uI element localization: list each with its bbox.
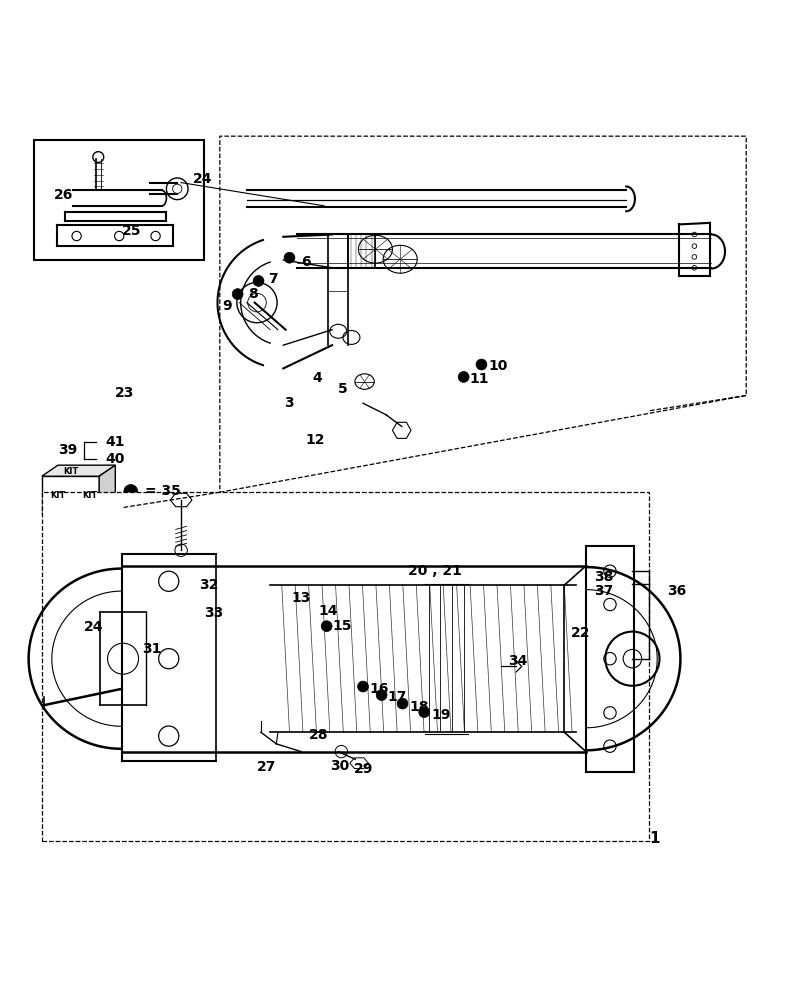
Polygon shape (42, 476, 99, 515)
Text: 15: 15 (332, 619, 351, 633)
Circle shape (476, 359, 487, 370)
Text: 20 , 21: 20 , 21 (408, 564, 462, 578)
Text: 30: 30 (330, 759, 350, 773)
Text: 38: 38 (593, 570, 613, 584)
Text: 11: 11 (470, 372, 489, 386)
Text: 12: 12 (305, 433, 325, 447)
Text: KIT: KIT (50, 491, 65, 500)
Text: 16: 16 (370, 682, 388, 696)
Text: 28: 28 (309, 728, 329, 742)
Circle shape (418, 707, 429, 718)
Text: 39: 39 (58, 443, 77, 457)
Text: 3: 3 (284, 396, 294, 410)
Text: 32: 32 (199, 578, 218, 592)
Text: 40: 40 (106, 452, 125, 466)
Text: 31: 31 (143, 642, 162, 656)
Text: KIT: KIT (63, 467, 78, 476)
Text: 4: 4 (313, 371, 322, 385)
Polygon shape (42, 492, 649, 841)
Text: 22: 22 (571, 626, 590, 640)
Text: 9: 9 (222, 299, 232, 313)
Circle shape (397, 698, 408, 709)
Polygon shape (170, 493, 192, 507)
Polygon shape (34, 140, 204, 260)
Text: KIT: KIT (82, 491, 97, 500)
Text: 26: 26 (54, 188, 72, 202)
Circle shape (253, 276, 264, 286)
Text: 13: 13 (292, 591, 311, 605)
Text: 37: 37 (593, 584, 613, 598)
Text: 7: 7 (269, 272, 278, 286)
Polygon shape (350, 758, 369, 769)
Circle shape (459, 371, 469, 382)
Text: 14: 14 (318, 604, 337, 618)
Text: 41: 41 (106, 435, 125, 449)
Text: = 35: = 35 (145, 484, 180, 498)
Polygon shape (392, 422, 411, 438)
Text: 8: 8 (248, 287, 258, 301)
Text: 24: 24 (84, 620, 104, 634)
Circle shape (322, 621, 332, 632)
Text: 10: 10 (489, 359, 507, 373)
Polygon shape (42, 465, 115, 476)
Text: 25: 25 (121, 224, 141, 238)
Text: 27: 27 (257, 760, 277, 774)
Text: 34: 34 (508, 654, 528, 668)
Polygon shape (99, 465, 115, 515)
Text: 23: 23 (115, 386, 135, 400)
Polygon shape (220, 136, 746, 492)
Text: 17: 17 (388, 690, 407, 704)
Text: 24: 24 (193, 172, 212, 186)
Text: 1: 1 (649, 831, 660, 846)
Circle shape (376, 690, 387, 700)
Text: 6: 6 (301, 255, 310, 269)
Circle shape (232, 289, 243, 300)
Circle shape (284, 252, 295, 263)
Text: 5: 5 (337, 382, 348, 396)
Text: 36: 36 (667, 584, 686, 598)
Text: 18: 18 (410, 700, 429, 714)
Circle shape (358, 681, 369, 692)
Text: 29: 29 (354, 762, 374, 776)
Text: 19: 19 (431, 708, 451, 722)
Text: 33: 33 (204, 606, 224, 620)
Circle shape (124, 485, 138, 498)
